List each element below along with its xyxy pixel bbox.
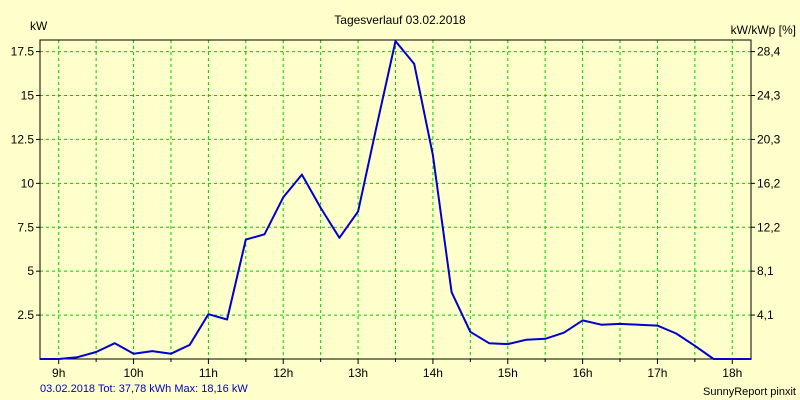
footer-source: SunnyReport pinxit xyxy=(703,386,796,398)
x-axis-ticks: 9h 10h 11h 12h 13h 14h 15h 16h 17h 18h xyxy=(52,359,742,380)
data-point xyxy=(563,331,565,334)
data-point xyxy=(338,236,341,239)
x-tick-label: 12h xyxy=(273,366,293,380)
data-point xyxy=(694,345,696,347)
x-tick-label: 17h xyxy=(647,366,667,380)
x-tick-label: 18h xyxy=(722,366,742,380)
data-point xyxy=(656,324,659,327)
data-point xyxy=(95,351,97,353)
data-point xyxy=(57,358,60,360)
data-point xyxy=(151,350,154,352)
data-point xyxy=(226,318,228,321)
data-point xyxy=(76,356,79,359)
y-tick-label-right: 20,3 xyxy=(757,132,781,146)
data-point xyxy=(188,344,191,346)
data-point xyxy=(357,210,359,213)
data-point xyxy=(712,358,715,360)
y-tick-label-right: 12,2 xyxy=(757,220,781,234)
data-point xyxy=(488,342,490,344)
data-point xyxy=(282,196,285,199)
y-tick-label-left: 10 xyxy=(21,176,35,190)
y-tick-label-right: 16,2 xyxy=(757,176,781,190)
x-tick-label: 14h xyxy=(423,366,443,380)
x-tick-label: 16h xyxy=(573,366,593,380)
y-tick-label-left: 7.5 xyxy=(17,220,34,234)
x-tick-label: 10h xyxy=(124,366,144,380)
data-point xyxy=(675,332,677,335)
y-axis-right-label: kW/kWp [%] xyxy=(731,23,796,37)
data-point xyxy=(619,323,621,325)
y-tick-label-right: 24,3 xyxy=(757,89,781,103)
y-tick-label-left: 12.5 xyxy=(11,132,35,146)
y-tick-label-left: 15 xyxy=(21,89,35,103)
x-tick-label: 15h xyxy=(498,366,518,380)
data-point xyxy=(731,358,734,360)
data-point xyxy=(525,338,528,341)
grid-lines xyxy=(40,40,751,359)
y-tick-label-left: 2.5 xyxy=(17,308,34,322)
data-point xyxy=(319,207,322,209)
x-tick-label: 9h xyxy=(52,366,65,380)
x-tick-label: 11h xyxy=(199,366,218,380)
data-point xyxy=(39,358,41,360)
data-point xyxy=(263,233,266,236)
data-point xyxy=(506,343,509,345)
data-point xyxy=(544,337,546,340)
data-point xyxy=(245,238,247,241)
y-tick-label-right: 28,4 xyxy=(757,45,781,59)
y-tick-label-right: 4,1 xyxy=(757,308,774,322)
data-point xyxy=(301,173,303,176)
chart-title: Tagesverlauf 03.02.2018 xyxy=(334,13,466,27)
y-tick-label-right: 8,1 xyxy=(757,264,774,278)
y-axis-left-ticks: 2.5 5 7.5 10 12.5 15 17.5 xyxy=(11,45,40,322)
series-group xyxy=(39,40,752,360)
data-point xyxy=(170,352,172,355)
y-tick-label-left: 5 xyxy=(27,264,34,278)
data-point xyxy=(114,342,116,344)
data-point xyxy=(207,313,210,316)
y-axis-left-label: kW xyxy=(30,19,48,33)
data-point xyxy=(450,291,453,294)
data-point xyxy=(637,323,640,326)
data-point xyxy=(581,319,584,322)
data-point xyxy=(394,40,397,42)
y-axis-right-ticks: 4,1 8,1 12,2 16,2 20,3 24,3 28,4 xyxy=(751,45,781,322)
data-point xyxy=(432,154,434,157)
data-point xyxy=(750,358,752,360)
y-tick-label-left: 17.5 xyxy=(11,45,35,59)
footer-summary: 03.02.2018 Tot: 37,78 kWh Max: 18,16 kW xyxy=(40,383,248,395)
data-point xyxy=(132,352,135,355)
x-tick-label: 13h xyxy=(348,366,368,380)
data-point xyxy=(469,330,472,333)
data-point xyxy=(413,63,416,65)
data-point xyxy=(375,124,378,127)
data-point xyxy=(600,323,603,326)
